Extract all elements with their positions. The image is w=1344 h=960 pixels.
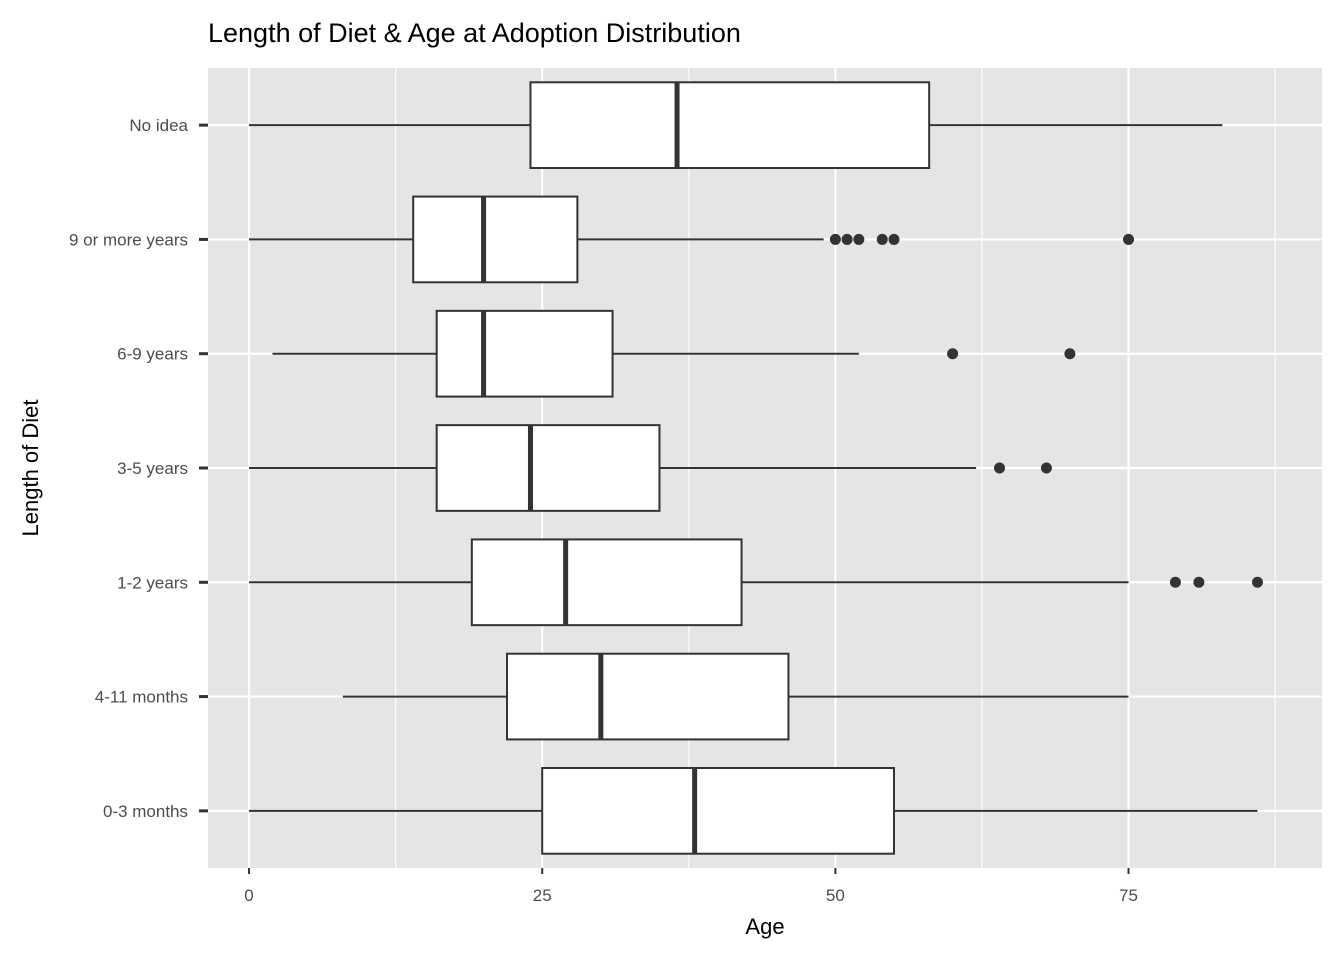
box-group bbox=[249, 81, 1223, 169]
y-tick-label: 0-3 months bbox=[103, 802, 188, 821]
box-iqr bbox=[529, 81, 931, 169]
y-tick-label: 9 or more years bbox=[69, 230, 188, 249]
x-tick-label: 75 bbox=[1119, 886, 1138, 905]
outlier-point bbox=[829, 233, 841, 245]
y-axis: No idea 9 or more years 6-9 years 3-5 years… bbox=[69, 116, 208, 821]
box-group bbox=[249, 424, 1052, 512]
x-tick-label: 25 bbox=[533, 886, 552, 905]
x-axis-title: Age bbox=[745, 914, 784, 939]
box-iqr bbox=[506, 652, 790, 741]
box-group bbox=[249, 195, 1135, 284]
outlier-point bbox=[1193, 576, 1205, 588]
box-iqr bbox=[470, 538, 743, 627]
outlier-point bbox=[841, 233, 853, 245]
boxes-layer bbox=[249, 81, 1264, 855]
outlier-point bbox=[1252, 576, 1264, 588]
box-group bbox=[249, 538, 1264, 627]
chart-title: Length of Diet & Age at Adoption Distrib… bbox=[208, 18, 741, 48]
outlier-point bbox=[1064, 348, 1076, 360]
outlier-point bbox=[1169, 576, 1181, 588]
outlier-point bbox=[888, 233, 900, 245]
x-tick-label: 50 bbox=[826, 886, 845, 905]
box-iqr bbox=[541, 767, 895, 855]
outlier-point bbox=[1040, 462, 1052, 474]
y-tick-label: 1-2 years bbox=[117, 573, 188, 592]
outlier-point bbox=[994, 462, 1006, 474]
box-group bbox=[249, 767, 1258, 855]
outlier-point bbox=[1123, 233, 1135, 245]
y-tick-label: No idea bbox=[129, 116, 188, 135]
box-group bbox=[272, 309, 1076, 398]
y-axis-title: Length of Diet bbox=[18, 400, 43, 537]
box-iqr bbox=[412, 195, 579, 284]
box-group bbox=[342, 652, 1129, 741]
outlier-point bbox=[853, 233, 865, 245]
y-tick-label: 4-11 months bbox=[95, 688, 188, 707]
outlier-point bbox=[947, 348, 959, 360]
y-tick-label: 3-5 years bbox=[117, 459, 188, 478]
x-tick-label: 0 bbox=[244, 886, 253, 905]
y-tick-label: 6-9 years bbox=[117, 345, 188, 364]
outlier-point bbox=[876, 233, 888, 245]
box-iqr bbox=[435, 309, 614, 398]
box-iqr bbox=[435, 424, 661, 512]
x-axis: 0 25 50 75 bbox=[244, 868, 1138, 905]
